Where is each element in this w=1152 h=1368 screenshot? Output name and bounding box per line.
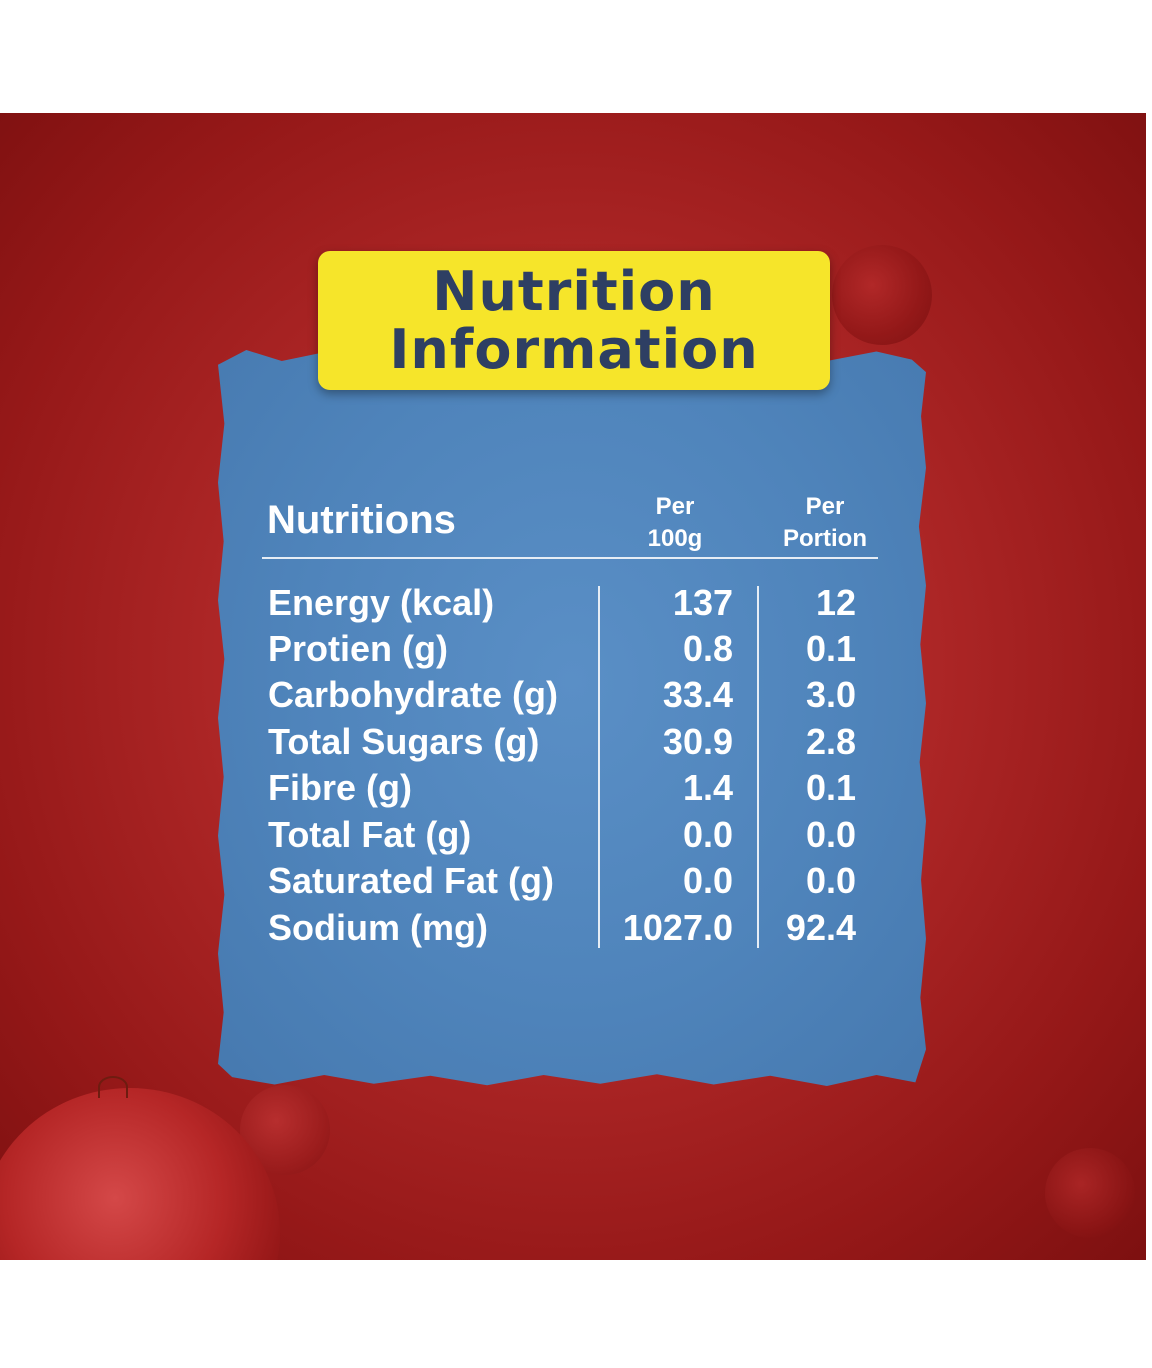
column-header-per-portion-line1: Per	[805, 493, 845, 520]
row-value-total-sugars-per-100g: 30.9	[662, 721, 733, 762]
row-value-sodium-per-portion: 92.4	[785, 907, 856, 948]
nutrition-paper-card	[218, 350, 926, 1086]
row-label-saturated-fat: Saturated Fat (g)	[268, 860, 555, 901]
column-divider-1	[598, 586, 600, 948]
title-line-2: Information	[389, 317, 759, 381]
row-value-energy-per-100g: 137	[672, 582, 733, 623]
row-value-fibre-per-100g: 1.4	[682, 767, 733, 808]
row-label-fibre: Fibre (g)	[268, 767, 412, 808]
title-line-1: Nutrition	[432, 259, 716, 323]
row-value-total-fat-per-portion: 0.0	[805, 814, 856, 855]
row-value-carbohydrate-per-100g: 33.4	[662, 674, 733, 715]
column-header-per-100g-line2: 100g	[647, 525, 703, 552]
row-label-energy: Energy (kcal)	[268, 582, 495, 623]
row-value-total-fat-per-100g: 0.0	[682, 814, 733, 855]
row-value-total-sugars-per-portion: 2.8	[805, 721, 856, 762]
row-label-sodium: Sodium (mg)	[268, 907, 488, 948]
tomato-stem-icon	[98, 1076, 128, 1098]
column-header-per-100g-line1: Per	[655, 493, 695, 520]
column-header-per-100g: Per 100g	[630, 491, 720, 555]
tomato-icon-top-right	[832, 245, 932, 345]
table-header-nutritions: Nutritions	[267, 498, 456, 542]
row-value-carbohydrate-per-portion: 3.0	[805, 674, 856, 715]
row-label-carbohydrate: Carbohydrate (g)	[268, 674, 559, 715]
row-value-saturated-fat-per-portion: 0.0	[805, 860, 856, 901]
column-header-per-portion: Per Portion	[770, 491, 880, 555]
row-value-sodium-per-100g: 1027.0	[622, 907, 733, 948]
row-label-protien: Protien (g)	[268, 628, 448, 669]
row-label-total-sugars: Total Sugars (g)	[268, 721, 540, 762]
header-divider	[262, 557, 878, 559]
row-value-energy-per-portion: 12	[815, 582, 856, 623]
tomato-icon-bottom-right	[1045, 1148, 1135, 1238]
row-value-protien-per-100g: 0.8	[682, 628, 733, 669]
tomato-icon-bottom-left	[0, 1076, 280, 1260]
title-banner: Nutrition Information	[318, 251, 830, 390]
row-label-total-fat: Total Fat (g)	[268, 814, 472, 855]
row-value-saturated-fat-per-100g: 0.0	[682, 860, 733, 901]
row-value-protien-per-portion: 0.1	[805, 628, 856, 669]
column-header-per-portion-line2: Portion	[783, 525, 867, 552]
column-divider-2	[757, 586, 759, 948]
row-value-fibre-per-portion: 0.1	[805, 767, 856, 808]
